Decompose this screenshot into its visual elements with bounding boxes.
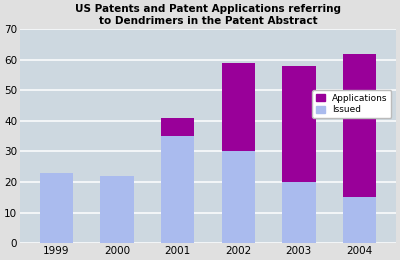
Bar (161, 136, 194, 243)
Bar (343, 197, 376, 243)
Bar (282, 182, 316, 243)
Bar (222, 63, 255, 152)
Title: US Patents and Patent Applications referring
to Dendrimers in the Patent Abstrac: US Patents and Patent Applications refer… (75, 4, 341, 26)
Bar (222, 152, 255, 243)
Bar (100, 176, 134, 243)
Bar (40, 173, 73, 243)
Bar (343, 54, 376, 197)
Legend: Applications, Issued: Applications, Issued (312, 90, 391, 118)
Bar (161, 118, 194, 136)
Bar (282, 66, 316, 182)
